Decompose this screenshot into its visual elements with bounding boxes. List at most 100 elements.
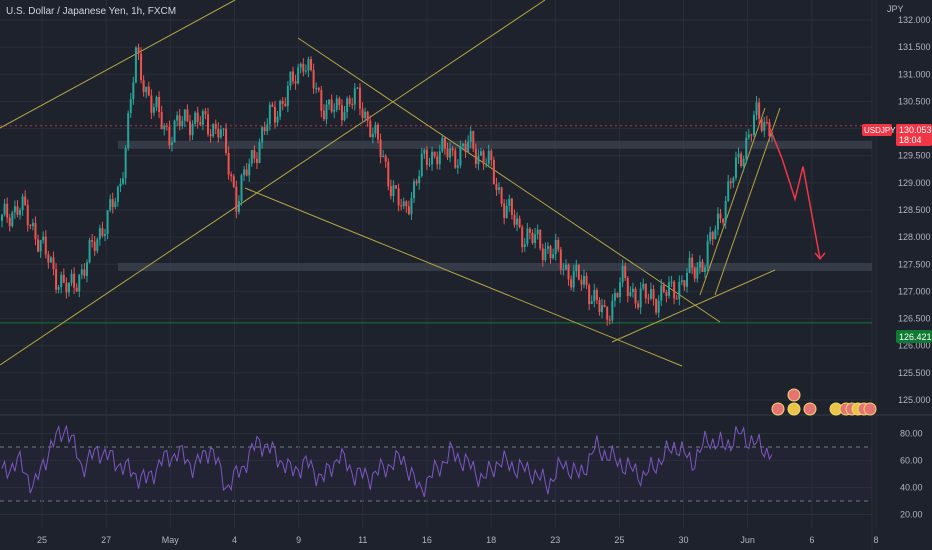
candle-body — [225, 128, 228, 154]
price-badge[interactable]: 130.053 18:04 — [896, 124, 932, 146]
candle-body — [194, 112, 197, 124]
event-flag-icon[interactable] — [787, 402, 801, 416]
candle-body — [588, 284, 591, 305]
candle-body — [145, 86, 148, 93]
candle-body — [335, 98, 338, 110]
time-axis[interactable]: 25 27 May 4 9 11 16 18 23 25 30 Jun 6 8 — [37, 535, 879, 545]
candle-body — [237, 201, 240, 212]
candle-body — [119, 183, 122, 187]
rsi-axis[interactable]: 80.00 60.00 40.00 20.00 — [900, 429, 923, 520]
event-layer[interactable] — [771, 388, 877, 416]
candle-body — [134, 47, 137, 83]
candle-body — [415, 181, 418, 184]
candle-body — [724, 200, 727, 223]
candle-body — [704, 267, 707, 272]
candle-body — [289, 71, 292, 86]
projection-layer[interactable] — [769, 128, 826, 261]
candle-body — [240, 175, 243, 202]
price-pane[interactable] — [0, 0, 872, 414]
rsi-pane[interactable] — [0, 416, 872, 528]
candle-body — [441, 137, 444, 152]
candle-body — [637, 303, 640, 308]
candle-body — [214, 123, 217, 129]
candle-body — [255, 158, 258, 163]
candle-body — [583, 275, 586, 285]
symbol-badge[interactable]: USDJPY — [862, 124, 896, 136]
candle-body — [16, 206, 19, 215]
candle-body — [111, 199, 114, 208]
candle-body — [75, 287, 78, 292]
candle-body — [304, 70, 307, 72]
candle-body — [446, 148, 449, 158]
trendline[interactable] — [0, 0, 546, 366]
candle-body — [106, 210, 109, 234]
time-tick-label: 25 — [614, 535, 624, 545]
trendline-layer[interactable] — [0, 0, 781, 367]
candle-body — [196, 112, 199, 123]
candle-body — [750, 134, 753, 136]
candle-body — [57, 287, 60, 290]
candle-body — [752, 114, 755, 136]
candle-body — [518, 218, 521, 228]
candle-body — [397, 188, 400, 206]
trendline[interactable] — [611, 269, 776, 343]
trendline[interactable] — [699, 107, 766, 296]
candle-body — [253, 150, 256, 159]
projection-path[interactable] — [769, 128, 821, 259]
candle-body — [170, 142, 173, 146]
projection-arrowhead[interactable] — [814, 252, 826, 261]
candle-body — [297, 67, 300, 84]
trendline[interactable] — [244, 187, 683, 367]
candle-body — [351, 103, 354, 105]
support-badge[interactable]: 126.421 — [896, 330, 932, 343]
price-badge-value: 130.053 — [899, 125, 932, 135]
candle-body — [611, 300, 614, 321]
event-flag-icon[interactable] — [787, 388, 801, 402]
candle-body — [554, 240, 557, 255]
candle-body — [258, 142, 261, 163]
candle-body — [742, 158, 745, 167]
candle-body — [60, 274, 63, 288]
candle-body — [191, 123, 194, 136]
candle-body — [655, 299, 658, 313]
time-tick-label: 18 — [486, 535, 496, 545]
candle-body — [124, 148, 127, 179]
price-tick-label: 128.000 — [898, 232, 931, 242]
candle-body — [755, 102, 758, 115]
candle-body — [423, 149, 426, 154]
price-axis[interactable]: 132.000131.500131.000130.500130.000129.5… — [898, 15, 931, 405]
trendline[interactable] — [297, 37, 721, 323]
price-tick-label: 125.000 — [898, 395, 931, 405]
candle-body — [44, 236, 47, 255]
candle-body — [727, 181, 730, 201]
candle-body — [665, 291, 668, 296]
trendline[interactable] — [0, 0, 236, 129]
candle-body — [763, 122, 766, 131]
candle-body — [660, 285, 663, 301]
candle-body — [469, 131, 472, 142]
candle-body — [374, 124, 377, 134]
candle-body — [281, 100, 284, 104]
event-flag-icon[interactable] — [771, 402, 785, 416]
candle-body — [248, 163, 251, 176]
candle-body — [714, 229, 717, 240]
candle-body — [178, 115, 181, 127]
event-flag-icon[interactable] — [803, 402, 817, 416]
candle-body — [580, 279, 583, 285]
candle-body — [740, 153, 743, 167]
candle-body — [42, 236, 45, 241]
event-flag-icon[interactable] — [863, 402, 877, 416]
candle-body — [431, 151, 434, 165]
candle-body — [608, 319, 611, 321]
candle-body — [631, 288, 634, 293]
candle-body — [536, 229, 539, 235]
candle-body — [348, 98, 351, 104]
rsi-tick-label: 40.00 — [900, 483, 923, 493]
candle-body — [590, 301, 593, 305]
candle-body — [516, 218, 519, 225]
candle-body — [364, 111, 367, 118]
candle-body — [557, 240, 560, 250]
candle-body — [467, 141, 470, 152]
